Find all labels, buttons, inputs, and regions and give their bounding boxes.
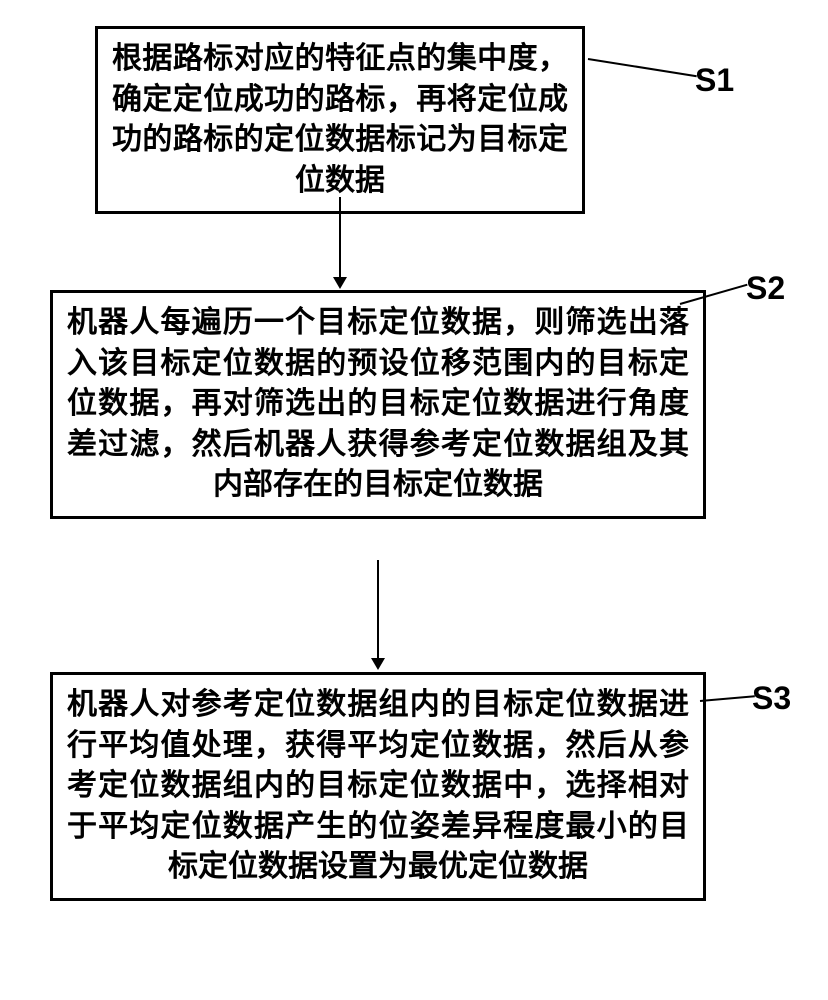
node-s3-label: S3 [752, 680, 791, 717]
edge-s1-s2-arrow [333, 277, 347, 289]
flowchart-node-s2: 机器人每遍历一个目标定位数据，则筛选出落入该目标定位数据的预设位移范围内的目标定… [50, 290, 706, 519]
edge-s2-s3-arrow [371, 658, 385, 670]
edge-s2-s3-line [377, 560, 379, 658]
node-s1-label: S1 [695, 62, 734, 99]
flowchart-node-s3: 机器人对参考定位数据组内的目标定位数据进行平均值处理，获得平均定位数据，然后从参… [50, 672, 706, 901]
flowchart-container: 根据路标对应的特征点的集中度，确定定位成功的路标，再将定位成功的路标的定位数据标… [0, 0, 828, 1000]
node-s3-text: 机器人对参考定位数据组内的目标定位数据进行平均值处理，获得平均定位数据，然后从参… [67, 688, 689, 883]
label-line-s1 [588, 58, 697, 77]
node-s2-text: 机器人每遍历一个目标定位数据，则筛选出落入该目标定位数据的预设位移范围内的目标定… [67, 306, 689, 501]
node-s2-label: S2 [746, 270, 785, 307]
edge-s1-s2-line [339, 197, 341, 277]
label-line-s3 [700, 695, 755, 702]
node-s1-text: 根据路标对应的特征点的集中度，确定定位成功的路标，再将定位成功的路标的定位数据标… [112, 42, 568, 197]
flowchart-node-s1: 根据路标对应的特征点的集中度，确定定位成功的路标，再将定位成功的路标的定位数据标… [95, 26, 585, 214]
